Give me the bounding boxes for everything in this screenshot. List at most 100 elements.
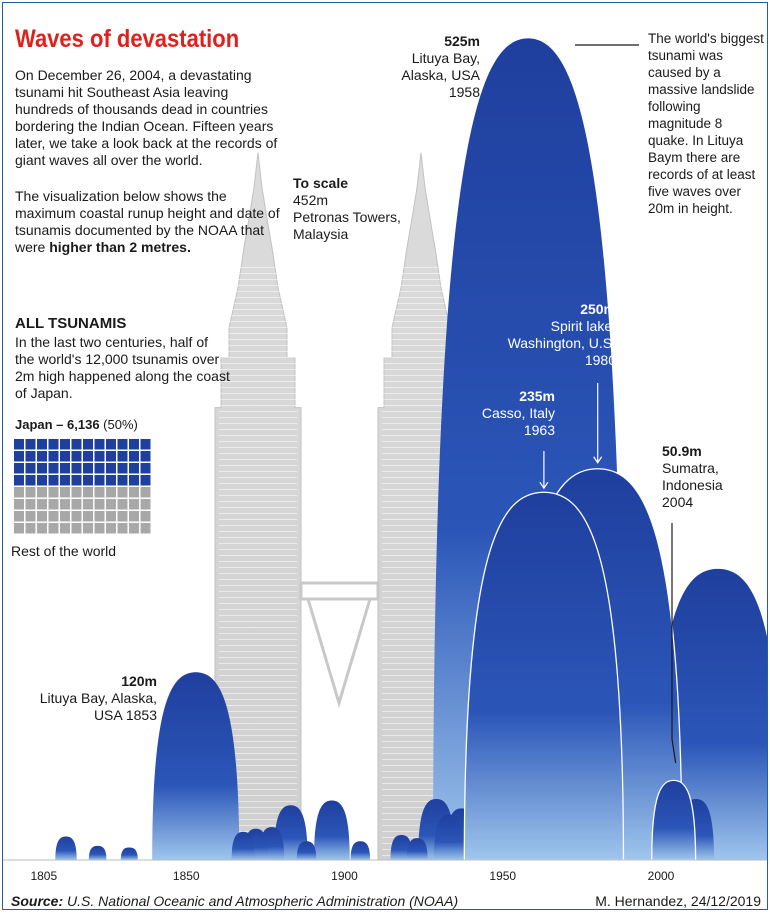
waffle-cell-rest: [140, 487, 151, 498]
waffle-cell-rest: [129, 523, 139, 534]
waffle-cell-rest: [94, 499, 105, 510]
annotation-value: 120m: [121, 673, 157, 689]
waffle-cell-japan: [14, 475, 24, 486]
waffle-cell-rest: [48, 487, 59, 498]
arrow-235m-head: [539, 481, 549, 490]
japan-share-waffle: [14, 439, 151, 534]
waffle-cell-rest: [117, 487, 128, 498]
scale-place: Malaysia: [293, 226, 349, 242]
annotation-line: Alaska, USA: [401, 67, 480, 83]
waffle-cell-rest: [94, 523, 105, 534]
waffle-cell-rest: [48, 523, 59, 534]
tsunami-chart: [3, 38, 767, 861]
waffle-cell-japan: [117, 475, 128, 486]
japan-label-count: Japan – 6,136: [15, 417, 100, 432]
waffle-cell-japan: [48, 463, 59, 474]
waffle-cell-rest: [140, 499, 151, 510]
waffle-cell-japan: [140, 463, 151, 474]
waffle-cell-rest: [140, 511, 151, 522]
source-line: Source: U.S. National Oceanic and Atmosp…: [11, 893, 459, 909]
annotation-line: Washington, U.S.: [507, 335, 616, 351]
waffle-cell-rest: [106, 499, 116, 510]
scale-heading: To scale: [293, 175, 348, 191]
annotation-line: Casso, Italy: [481, 405, 555, 421]
scale-reference-label: To scale 452m Petronas Towers, Malaysia: [293, 175, 401, 243]
visualization-note-bold: higher than 2 metres.: [49, 239, 191, 255]
waffle-cell-japan: [14, 439, 24, 450]
x-tick-label: 1850: [172, 869, 200, 883]
waffle-cell-japan: [129, 451, 139, 462]
annotation-235m: 235m Casso, Italy 1963: [433, 388, 555, 439]
x-tick-label: 2000: [647, 869, 675, 883]
waffle-cell-rest: [14, 523, 24, 534]
all-tsunamis-heading: ALL TSUNAMIS: [15, 315, 127, 332]
waffle-cell-rest: [37, 523, 47, 534]
waffle-cell-japan: [94, 463, 105, 474]
waffle-cell-rest: [25, 487, 36, 498]
waffle-cell-japan: [129, 475, 139, 486]
waffle-cell-rest: [129, 487, 139, 498]
waffle-cell-japan: [71, 451, 82, 462]
annotation-line: 1958: [448, 84, 480, 100]
waffle-cell-japan: [117, 439, 128, 450]
waffle-cell-rest: [37, 487, 47, 498]
waffle-cell-rest: [48, 499, 59, 510]
waffle-cell-rest: [83, 487, 93, 498]
waffle-cell-japan: [71, 463, 82, 474]
waffle-cell-rest: [94, 487, 105, 498]
waffle-cell-rest: [71, 499, 82, 510]
skybridge: [299, 581, 380, 601]
waffle-cell-rest: [106, 487, 116, 498]
annotation-line: 1980: [584, 352, 616, 368]
annotation-line: Spirit lake,: [550, 318, 616, 334]
waffle-cell-rest: [117, 523, 128, 534]
waffle-cell-japan: [94, 475, 105, 486]
wave-1933: [433, 814, 465, 860]
wave-1923: [406, 838, 428, 860]
waffle-cell-japan: [60, 475, 70, 486]
annotation-line: USA 1853: [93, 707, 157, 723]
annotation-120m: 120m Lituya Bay, Alaska, USA 1853: [15, 673, 157, 724]
source-text: U.S. National Oceanic and Atmospheric Ad…: [63, 893, 459, 909]
waffle-cell-japan: [37, 475, 47, 486]
waffle-cell-japan: [71, 475, 82, 486]
waffle-cell-rest: [25, 499, 36, 510]
waffle-cell-japan: [94, 451, 105, 462]
waffle-cell-japan: [117, 463, 128, 474]
waffle-cell-rest: [14, 487, 24, 498]
waffle-cell-japan: [83, 463, 93, 474]
waffle-cell-japan: [71, 439, 82, 450]
waffle-cell-japan: [48, 451, 59, 462]
waffle-cell-japan: [129, 439, 139, 450]
wave-1868: [231, 831, 255, 860]
waffle-cell-rest: [25, 511, 36, 522]
waffle-cell-rest: [129, 511, 139, 522]
rest-of-world-label: Rest of the world: [11, 543, 117, 559]
petronas-towers-silhouette: [214, 152, 465, 861]
waffle-cell-rest: [37, 499, 47, 510]
waffle-cell-japan: [37, 439, 47, 450]
intro-paragraph: On December 26, 2004, a devastating tsun…: [15, 67, 278, 168]
waffle-cell-rest: [14, 499, 24, 510]
wave-1963: [463, 491, 625, 861]
waffle-cell-japan: [83, 451, 93, 462]
waffle-cell-rest: [117, 511, 128, 522]
waffle-cell-rest: [71, 511, 82, 522]
scale-name: Petronas Towers,: [293, 209, 401, 225]
japan-label-pct: (50%): [99, 417, 138, 432]
waffle-cell-japan: [140, 451, 151, 462]
waffle-cell-japan: [106, 439, 116, 450]
waffle-cell-rest: [37, 511, 47, 522]
page-title: Waves of devastation: [15, 25, 240, 53]
annotation-50-9m: 50.9m Sumatra, Indonesia 2004: [662, 443, 762, 511]
scale-height: 452m: [293, 192, 329, 208]
waffle-cell-rest: [117, 499, 128, 510]
x-tick-label: 1950: [489, 869, 517, 883]
waffle-cell-rest: [60, 523, 70, 534]
waffle-cell-rest: [83, 523, 93, 534]
wave-1853: [152, 672, 240, 860]
waffle-cell-rest: [60, 487, 70, 498]
x-tick-label: 1805: [30, 869, 58, 883]
waffle-cell-rest: [71, 487, 82, 498]
wave-2004: [651, 779, 697, 861]
